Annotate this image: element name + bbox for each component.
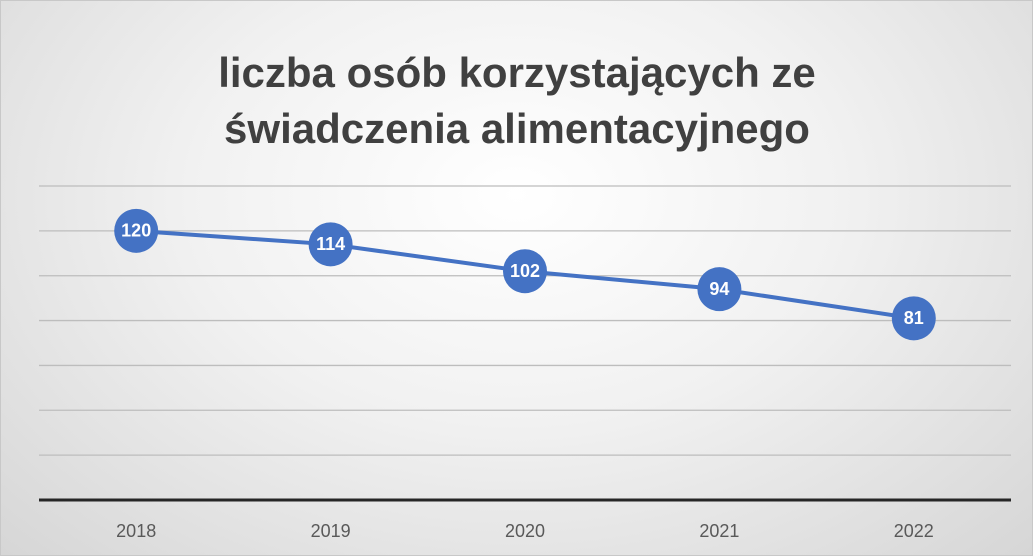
data-point	[697, 267, 742, 312]
data-label: 81	[904, 308, 924, 328]
chart-title: liczba osób korzystających ze świadczeni…	[218, 49, 816, 152]
data-point	[891, 296, 936, 341]
x-tick-label: 2021	[699, 521, 739, 541]
data-label: 102	[510, 261, 540, 281]
data-label: 94	[709, 279, 729, 299]
data-point	[503, 249, 547, 294]
x-tick-label: 2018	[116, 521, 156, 541]
data-label: 120	[121, 221, 151, 241]
data-label: 114	[316, 234, 345, 254]
x-tick-label: 2019	[311, 521, 351, 541]
data-point	[308, 222, 353, 267]
data-point	[114, 208, 159, 253]
x-tick-label: 2020	[505, 521, 545, 541]
x-tick-label: 2022	[894, 521, 934, 541]
